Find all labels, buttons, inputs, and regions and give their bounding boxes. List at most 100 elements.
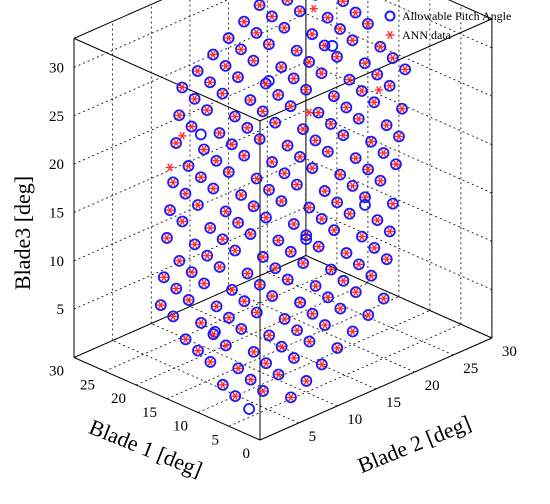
- allowable-pitch-point: [337, 274, 350, 287]
- allowable-pitch-point: [293, 5, 306, 18]
- ann-data-stroke: [368, 137, 374, 146]
- ann-data-stroke: [272, 264, 278, 273]
- ann-data-point: [351, 288, 361, 297]
- ann-data-point: [326, 119, 336, 128]
- ann-data-stroke: [306, 57, 312, 66]
- ann-data-point: [261, 359, 271, 368]
- ann-data-stroke: [309, 309, 316, 318]
- ann-data-stroke: [291, 220, 297, 228]
- ann-data-point: [289, 220, 299, 228]
- allowable-pitch-point: [318, 39, 331, 52]
- ann-data-stroke: [263, 213, 269, 222]
- allowable-pitch-point: [191, 65, 204, 77]
- ann-data-stroke: [331, 226, 337, 235]
- ann-data-point: [224, 168, 233, 177]
- allowable-pitch-point: [383, 79, 396, 92]
- ann-data-stroke: [173, 139, 179, 147]
- ann-data-stroke: [269, 158, 275, 167]
- ann-data-stroke: [167, 206, 173, 215]
- ann-data-point: [187, 268, 196, 277]
- ann-data-point: [308, 309, 317, 318]
- ann-data-stroke: [232, 246, 238, 255]
- ann-data-stroke: [377, 176, 384, 185]
- ann-data-point: [156, 301, 165, 310]
- ann-data-stroke: [247, 375, 254, 384]
- ann-data-stroke: [356, 114, 362, 123]
- allowable-pitch-point: [210, 300, 223, 313]
- ann-data-stroke: [352, 8, 359, 17]
- ann-data-stroke: [343, 103, 349, 112]
- allowable-pitch-point: [243, 403, 256, 415]
- ann-data-stroke: [260, 252, 266, 261]
- allowable-pitch-point: [328, 224, 340, 237]
- z-tick-label: 5: [57, 302, 65, 318]
- allowable-pitch-point: [157, 271, 170, 284]
- ann-data-point: [308, 164, 317, 173]
- grid-line: [305, 13, 493, 97]
- allowable-pitch-point: [179, 187, 192, 200]
- ann-data-point: [332, 198, 342, 207]
- ann-data-point: [212, 302, 221, 311]
- ann-data-stroke: [195, 201, 201, 209]
- ann-data-point: [277, 342, 286, 351]
- ann-data-point: [333, 344, 342, 352]
- ann-data-stroke: [300, 125, 306, 134]
- allowable-pitch-point: [223, 311, 235, 324]
- ann-data-point: [193, 346, 203, 355]
- ann-data-stroke: [207, 78, 213, 87]
- ann-data-stroke: [223, 341, 229, 350]
- ann-data-point: [323, 293, 333, 302]
- ann-data-point: [206, 357, 215, 366]
- ann-data-stroke: [309, 164, 316, 173]
- ann-data-stroke: [374, 70, 380, 79]
- ann-data-stroke: [219, 89, 226, 98]
- allowable-pitch-point: [263, 183, 275, 196]
- ann-data-point: [323, 13, 332, 22]
- allowable-pitch-point: [362, 163, 374, 176]
- allowable-pitch-point: [216, 87, 229, 100]
- allowable-pitch-point: [315, 67, 328, 80]
- ann-data-stroke: [257, 135, 263, 144]
- allowable-pitch-point: [343, 207, 356, 220]
- allowable-pitch-point: [321, 145, 334, 158]
- ann-data-stroke: [161, 273, 167, 282]
- allowable-pitch-point: [287, 72, 300, 85]
- ann-data-point: [175, 256, 184, 265]
- ann-data-stroke: [285, 275, 291, 284]
- grid-line: [73, 158, 307, 262]
- ann-data-stroke: [350, 327, 356, 336]
- ann-data-point: [363, 19, 373, 28]
- ann-data-stroke: [331, 92, 337, 101]
- allowable-pitch-point: [185, 266, 198, 279]
- allowable-pitch-point: [281, 0, 294, 6]
- allowable-pitch-point: [359, 191, 371, 204]
- ann-data-point: [252, 28, 261, 37]
- ann-data-stroke: [340, 0, 345, 6]
- z-axis-label: Blade3 [deg]: [10, 176, 35, 290]
- ann-data-stroke: [229, 285, 235, 294]
- allowable-pitch-point: [318, 319, 331, 331]
- z-tick-label: 20: [49, 157, 64, 173]
- ann-data-stroke: [192, 240, 198, 249]
- ann-data-point: [360, 59, 370, 68]
- allowable-pitch-point: [216, 378, 229, 391]
- ann-data-point: [307, 30, 317, 39]
- ann-data-point: [178, 83, 187, 92]
- ann-data-point: [385, 227, 394, 236]
- ann-data-point: [184, 295, 193, 304]
- ann-data-point: [298, 259, 308, 268]
- ann-data-stroke: [311, 4, 317, 13]
- allowable-pitch-point: [204, 222, 217, 234]
- ann-data-stroke: [210, 184, 216, 193]
- ann-data-stroke: [250, 56, 257, 65]
- ann-data-stroke: [269, 12, 275, 21]
- ann-data-point: [196, 173, 206, 182]
- ann-data-stroke: [235, 218, 241, 227]
- ann-data-point: [221, 61, 230, 70]
- allowable-pitch-point: [380, 253, 393, 266]
- ann-data-point: [283, 275, 292, 284]
- ann-data-stroke: [399, 104, 405, 113]
- ann-data-point: [209, 330, 218, 339]
- ann-data-point: [274, 370, 283, 379]
- ann-data-stroke: [383, 121, 390, 130]
